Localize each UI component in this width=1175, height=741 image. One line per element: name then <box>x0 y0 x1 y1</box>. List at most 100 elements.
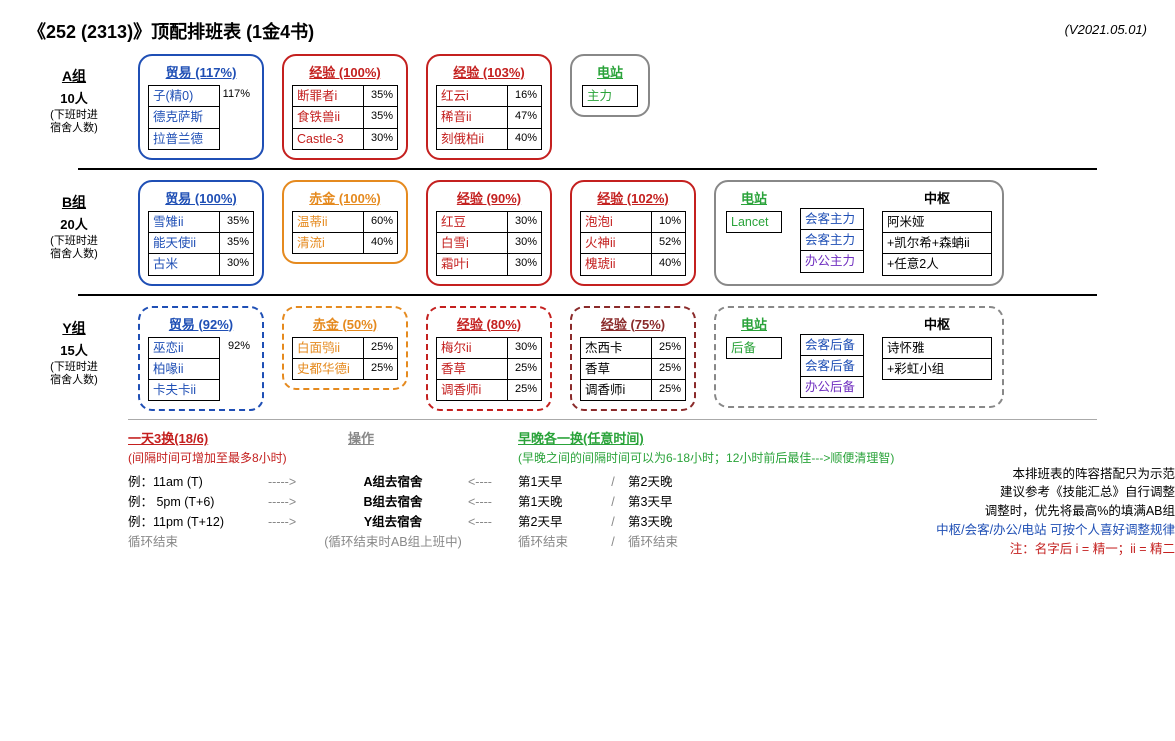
facility-card: 经验 (102%) 泡泡i10%火神ii52%槐琥ii40% <box>570 180 696 286</box>
operator-name: 主力 <box>582 85 638 107</box>
operator-pct: 60% <box>364 211 398 233</box>
operator-name: 食铁兽ii <box>292 107 364 128</box>
operator-pct: 30% <box>220 254 254 275</box>
card-title: 经验 (100%) <box>292 62 398 81</box>
operator-name: 霜叶i <box>436 254 508 275</box>
group-label: B组 20人 (下班时进 宿舍人数) <box>28 180 120 261</box>
operator-pct: 16% <box>508 85 542 107</box>
operator-pct: 40% <box>364 233 398 254</box>
operator-pct: 30% <box>364 129 398 150</box>
sched-h1sub: (间隔时间可增加至最多8小时) <box>128 451 287 465</box>
operator-pct: 30% <box>508 254 542 275</box>
operator-name: 槐琥ii <box>580 254 652 275</box>
card-title: 电站 <box>582 62 638 81</box>
card-title: 经验 (80%) <box>436 314 542 333</box>
card-title: 经验 (103%) <box>436 62 542 81</box>
card-title: 中枢 <box>882 314 992 333</box>
card-title: 中枢 <box>882 188 992 207</box>
operator-name: 诗怀雅 <box>882 337 992 359</box>
operator-name: 子(精0) <box>148 85 220 107</box>
operator-name: 调香师i <box>580 380 652 401</box>
sched-h3sub: (早晚之间的间隔时间可以为6-18小时；12小时前后最佳--->顺便清理智) <box>518 451 894 465</box>
operator-pct: 35% <box>364 85 398 107</box>
operator-pct: 35% <box>364 107 398 128</box>
facility-card: 经验 (80%) 梅尔ii30%香草25%调香师i25% <box>426 306 552 412</box>
operator-name: +凯尔希+森蚺ii <box>882 233 992 254</box>
operator-name: 泡泡i <box>580 211 652 233</box>
facility-card: 经验 (100%)断罪者i35%食铁兽ii35%Castle-330% <box>282 54 408 160</box>
operator-name: 刻俄柏ii <box>436 129 508 150</box>
operator-name: 香草 <box>436 359 508 380</box>
card-title: 电站 <box>726 188 782 207</box>
operator-pct: 25% <box>652 359 686 380</box>
operator-name: 红豆 <box>436 211 508 233</box>
operator-name: 温蒂ii <box>292 211 364 233</box>
card-title: 经验 (102%) <box>580 188 686 207</box>
combo-card: 电站后备会客后备会客后备办公后备 中枢诗怀雅+彩虹小组 <box>714 306 1004 409</box>
sched-h1: 一天3换(18/6) <box>128 431 208 446</box>
operator-pct: 117% <box>220 85 254 107</box>
operator-name: +彩虹小组 <box>882 359 992 380</box>
operator-name: 会客后备 <box>800 334 864 356</box>
operator-name: 史都华德i <box>292 359 364 380</box>
operator-name: 巫恋ii <box>148 337 220 359</box>
operator-pct: 30% <box>508 233 542 254</box>
combo-card: 电站主力 <box>570 54 650 117</box>
card-title: 赤金 (100%) <box>292 188 398 207</box>
operator-name: 办公主力 <box>800 251 864 272</box>
operator-name: 调香师i <box>436 380 508 401</box>
operator-pct: 25% <box>364 359 398 380</box>
operator-pct: 10% <box>652 211 686 233</box>
card-title: 贸易 (92%) <box>148 314 254 333</box>
operator-name: 古米 <box>148 254 220 275</box>
operator-pct: 25% <box>508 359 542 380</box>
operator-name: 后备 <box>726 337 782 359</box>
operator-name: 会客主力 <box>800 230 864 251</box>
operator-name: 香草 <box>580 359 652 380</box>
operator-name: +任意2人 <box>882 254 992 275</box>
operator-name: 断罪者i <box>292 85 364 107</box>
operator-name: 白面鸮ii <box>292 337 364 359</box>
operator-name: 火神ii <box>580 233 652 254</box>
card-title: 经验 (90%) <box>436 188 542 207</box>
facility-card: 贸易 (100%)雪雉ii35%能天使ii35%古米30% <box>138 180 264 286</box>
operator-pct: 25% <box>364 337 398 359</box>
operator-pct: 40% <box>652 254 686 275</box>
operator-name: 会客后备 <box>800 356 864 377</box>
facility-card: 贸易 (117%)子(精0)117%德克萨斯拉普兰德 <box>138 54 264 160</box>
operator-name: 能天使ii <box>148 233 220 254</box>
operator-name: 柏喙ii <box>148 359 220 380</box>
card-title: 赤金 (50%) <box>292 314 398 333</box>
operator-name: Lancet <box>726 211 782 233</box>
footnotes: 本排班表的阵容搭配只为示范建议参考《技能汇总》自行调整调整时，优先将最高%的填满… <box>936 465 1175 559</box>
operator-name: 雪雉ii <box>148 211 220 233</box>
operator-pct: 40% <box>508 129 542 150</box>
operator-name: 白雪i <box>436 233 508 254</box>
operator-name: 阿米娅 <box>882 211 992 233</box>
operator-name: 梅尔ii <box>436 337 508 359</box>
card-title: 电站 <box>726 314 782 333</box>
facility-card: 经验 (103%)红云i16%稀音ii47%刻俄柏ii40% <box>426 54 552 160</box>
page-title: 《252 (2313)》顶配排班表 (1金4书) <box>28 18 314 44</box>
card-title: 贸易 (100%) <box>148 188 254 207</box>
operator-pct: 47% <box>508 107 542 128</box>
facility-card: 贸易 (92%)巫恋ii92%柏喙ii卡夫卡ii <box>138 306 264 412</box>
operator-pct: 52% <box>652 233 686 254</box>
facility-card: 经验 (75%) 杰西卡25%香草25%调香师i25% <box>570 306 696 412</box>
group-row: A组 10人 (下班时进 宿舍人数) 贸易 (117%)子(精0)117%德克萨… <box>28 54 1147 160</box>
operator-name: 德克萨斯 <box>148 107 220 128</box>
facility-card: 经验 (90%) 红豆30%白雪i30%霜叶i30% <box>426 180 552 286</box>
operator-name: 杰西卡 <box>580 337 652 359</box>
operator-pct: 25% <box>508 380 542 401</box>
group-label: Y组 15人 (下班时进 宿舍人数) <box>28 306 120 387</box>
operator-pct: 25% <box>652 380 686 401</box>
operator-pct: 25% <box>652 337 686 359</box>
operator-pct: 30% <box>508 211 542 233</box>
operator-name: 清流i <box>292 233 364 254</box>
sched-h3: 早晚各一换(任意时间) <box>518 431 644 446</box>
operator-name: Castle-3 <box>292 129 364 150</box>
facility-card: 赤金 (50%) 白面鸮ii25%史都华德i25% <box>282 306 408 391</box>
operator-pct: 30% <box>508 337 542 359</box>
card-title: 经验 (75%) <box>580 314 686 333</box>
facility-card: 赤金 (100%) 温蒂ii60%清流i40% <box>282 180 408 265</box>
